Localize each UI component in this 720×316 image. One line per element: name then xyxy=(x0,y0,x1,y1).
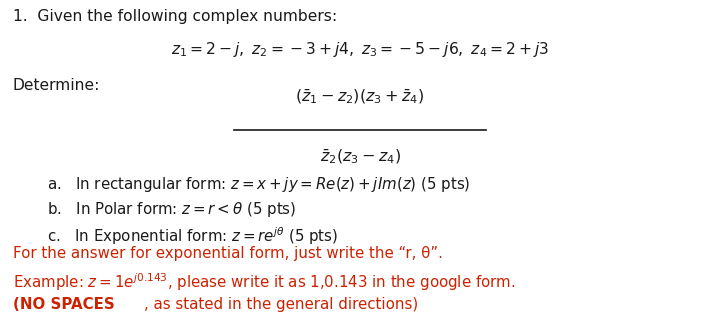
Text: b.   In Polar form: $z = r < \theta$ (5 pts): b. In Polar form: $z = r < \theta$ (5 pt… xyxy=(47,200,296,219)
Text: , as stated in the general directions): , as stated in the general directions) xyxy=(144,297,418,312)
Text: $z_1 = 2-j,\ z_2 = -3+j4,\ z_3 = -5-j6,\ z_4 = 2+j3$: $z_1 = 2-j,\ z_2 = -3+j4,\ z_3 = -5-j6,\… xyxy=(171,40,549,59)
Text: 1.  Given the following complex numbers:: 1. Given the following complex numbers: xyxy=(13,9,337,24)
Text: For the answer for exponential form, just write the “r, θ”.: For the answer for exponential form, jus… xyxy=(13,246,443,261)
Text: $(\bar{z}_1 - z_2)(z_3 + \bar{z}_4)$: $(\bar{z}_1 - z_2)(z_3 + \bar{z}_4)$ xyxy=(295,88,425,106)
Text: (NO SPACES: (NO SPACES xyxy=(13,297,114,312)
Text: a.   In rectangular form: $z = x + jy = Re(z) + jIm(z)$ (5 pts): a. In rectangular form: $z = x + jy = Re… xyxy=(47,175,470,194)
Text: c.   In Exponential form: $z = re^{j\theta}$ (5 pts): c. In Exponential form: $z = re^{j\theta… xyxy=(47,225,338,247)
Text: Example: $z = 1e^{j0.143}$, please write it as 1,0.143 in the google form.: Example: $z = 1e^{j0.143}$, please write… xyxy=(13,271,516,293)
Text: Determine:: Determine: xyxy=(13,78,100,93)
Text: $\bar{z}_2(z_3 - z_4)$: $\bar{z}_2(z_3 - z_4)$ xyxy=(320,148,400,166)
